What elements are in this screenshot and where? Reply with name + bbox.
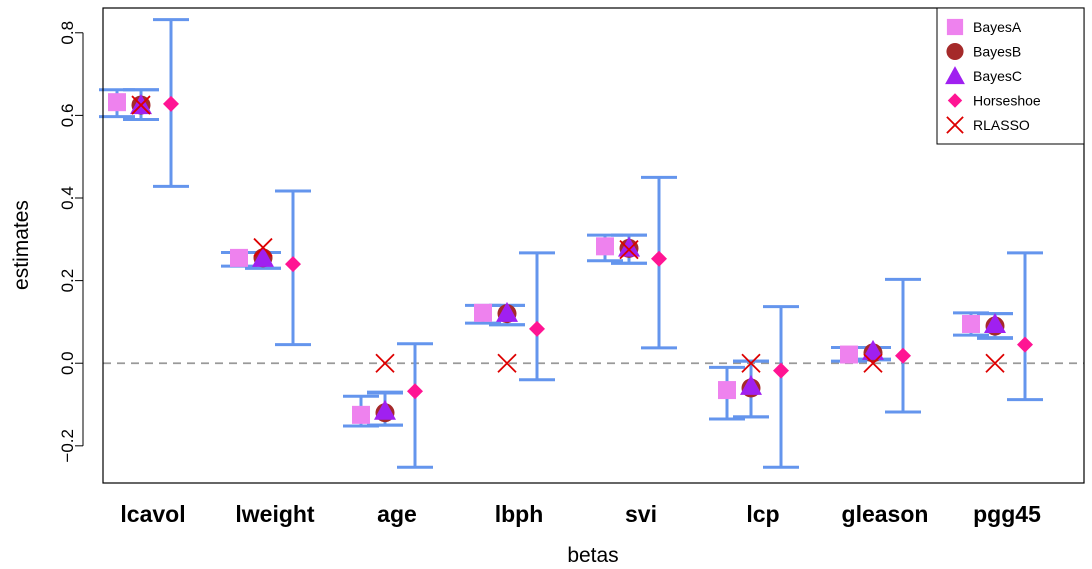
point-RLASSO-pgg45 xyxy=(985,353,1005,373)
x-axis: lcavol lweight age lbph svi lcp gleason pgg45 xyxy=(120,501,1041,527)
y-tick-label: −0.2 xyxy=(58,429,77,463)
point-RLASSO-gleason xyxy=(863,353,883,373)
point-BayesC-pgg45 xyxy=(984,312,1006,333)
x-tick-label-gleason: gleason xyxy=(842,501,929,527)
point-RLASSO-lbph xyxy=(497,353,517,373)
errorbar-Horseshoe-lbph xyxy=(519,251,555,382)
point-Horseshoe-svi xyxy=(651,250,667,267)
y-axis: −0.2 0.0 0.2 0.4 0.6 0.8 xyxy=(58,21,84,463)
point-BayesA-pgg45 xyxy=(962,314,980,333)
legend-label-Horseshoe: Horseshoe xyxy=(973,93,1041,109)
legend-marker-Horseshoe xyxy=(947,93,963,108)
point-BayesC-lcp xyxy=(740,374,762,395)
legend: BayesA BayesB BayesC Horseshoe RLASSO xyxy=(936,7,1085,145)
legend-label-BayesC: BayesC xyxy=(973,68,1022,84)
point-BayesC-age xyxy=(374,399,396,420)
x-axis-title: betas xyxy=(567,544,618,567)
point-RLASSO-age-stroke-b xyxy=(375,353,395,373)
point-BayesA-lweight xyxy=(230,248,248,267)
point-BayesC-lbph xyxy=(496,301,518,322)
legend-entry-BayesB: BayesB xyxy=(946,42,1021,61)
point-Horseshoe-age xyxy=(407,383,423,400)
point-RLASSO-lcavol xyxy=(131,95,151,115)
errorbar-Horseshoe-pgg45 xyxy=(1007,251,1043,402)
errorbar-Horseshoe-lcp xyxy=(763,305,799,469)
point-RLASSO-pgg45-stroke-b xyxy=(985,353,1005,373)
y-tick-label: 0.4 xyxy=(58,186,77,210)
x-tick-label-lweight: lweight xyxy=(235,501,315,527)
point-BayesC-svi xyxy=(618,236,640,257)
point-Horseshoe-lcavol xyxy=(163,95,179,112)
point-BayesA-lcp xyxy=(718,381,736,400)
point-layer xyxy=(108,93,1033,424)
point-RLASSO-lcp xyxy=(741,353,761,373)
legend-entry-RLASSO: RLASSO xyxy=(946,116,1030,134)
x-tick-label-lcp: lcp xyxy=(746,501,779,527)
y-axis-title: estimates xyxy=(10,200,33,290)
point-BayesA-svi xyxy=(596,237,614,256)
x-tick-label-pgg45: pgg45 xyxy=(973,501,1041,527)
point-Horseshoe-lcp xyxy=(773,362,789,379)
point-BayesA-gleason xyxy=(840,345,858,364)
legend-entry-Horseshoe: Horseshoe xyxy=(947,93,1041,109)
errorbar-Horseshoe-age xyxy=(397,342,433,469)
x-tick-label-age: age xyxy=(377,501,417,527)
legend-label-BayesA: BayesA xyxy=(973,19,1022,35)
x-tick-label-lbph: lbph xyxy=(495,501,544,527)
point-BayesA-age xyxy=(352,405,370,424)
point-BayesA-lcavol xyxy=(108,93,126,112)
legend-marker-RLASSO-stroke-b xyxy=(946,116,964,134)
point-RLASSO-lbph-stroke-b xyxy=(497,353,517,373)
point-RLASSO-lweight xyxy=(253,237,273,258)
point-Horseshoe-lweight xyxy=(285,256,301,273)
y-tick-label: 0.6 xyxy=(58,104,77,128)
legend-marker-BayesC xyxy=(945,66,965,85)
point-RLASSO-lweight-stroke-b xyxy=(253,237,273,258)
point-Horseshoe-pgg45 xyxy=(1017,336,1033,353)
x-tick-label-svi: svi xyxy=(625,501,657,527)
point-Horseshoe-lbph xyxy=(529,320,545,337)
point-RLASSO-age xyxy=(375,353,395,373)
legend-label-BayesB: BayesB xyxy=(973,44,1021,60)
legend-marker-BayesA xyxy=(946,18,964,36)
y-tick-label: 0.0 xyxy=(58,351,77,375)
errorbar-Horseshoe-gleason xyxy=(885,277,921,414)
point-RLASSO-svi xyxy=(619,239,639,260)
y-tick-label: 0.8 xyxy=(58,21,77,45)
point-BayesC-gleason xyxy=(862,339,884,360)
legend-entry-BayesC: BayesC xyxy=(945,66,1022,85)
point-RLASSO-gleason-stroke-b xyxy=(863,353,883,373)
legend-marker-BayesB xyxy=(946,42,964,61)
point-BayesC-lweight xyxy=(252,246,274,267)
legend-entry-BayesA: BayesA xyxy=(946,18,1022,36)
point-RLASSO-lcp-stroke-b xyxy=(741,353,761,373)
legend-label-RLASSO: RLASSO xyxy=(973,117,1030,133)
point-RLASSO-lcavol-stroke-b xyxy=(131,95,151,115)
point-Horseshoe-gleason xyxy=(895,347,911,364)
plot-frame xyxy=(102,7,1085,484)
point-RLASSO-svi-stroke-b xyxy=(619,239,639,260)
point-BayesA-lbph xyxy=(474,303,492,322)
y-tick-label: 0.2 xyxy=(58,269,77,293)
legend-marker-RLASSO xyxy=(946,116,964,134)
x-tick-label-lcavol: lcavol xyxy=(120,501,185,527)
